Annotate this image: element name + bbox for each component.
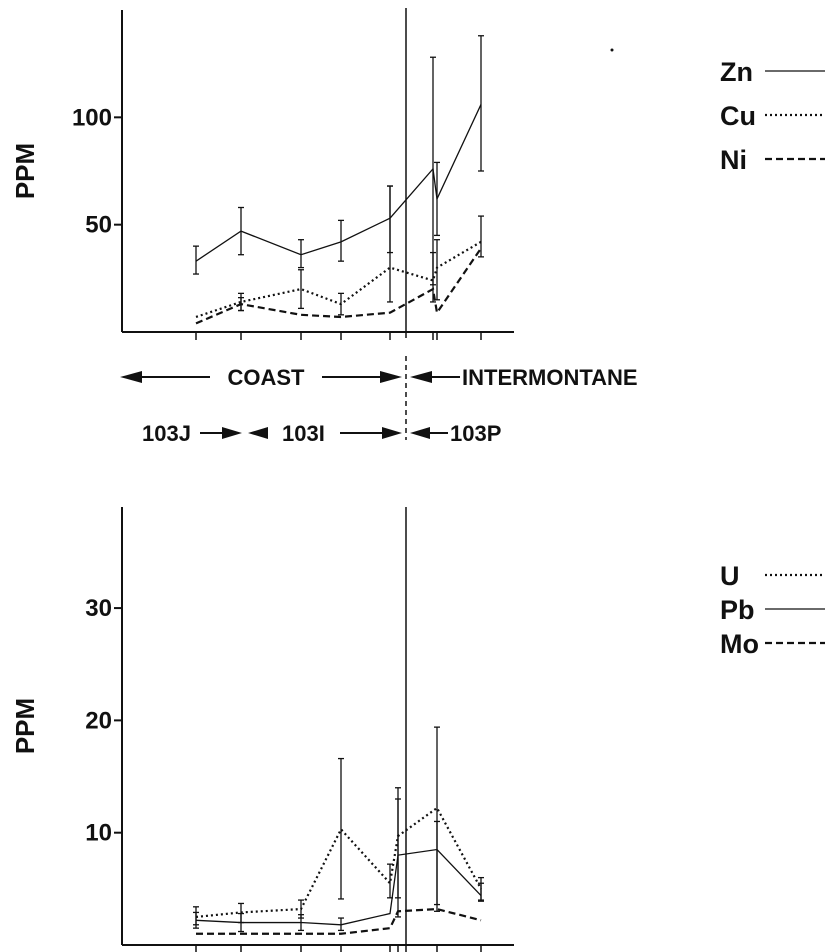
arrowhead [382,427,402,439]
legend-label-ni: Ni [720,145,747,175]
legend-label-zn: Zn [720,57,753,87]
series-mo-line [196,907,482,935]
y-tick-label: 50 [85,212,112,239]
legend-label-u: U [720,561,740,591]
mapsheet-label-103j: 103J [142,421,191,446]
y-tick-label: 10 [85,820,112,847]
legend-label-mo: Mo [720,629,759,659]
legend-label-pb: Pb [720,595,755,625]
arrowhead [120,371,142,383]
chart-panel-bottom: 10 20 30 PPM U Pb Mo [10,507,825,952]
mapsheet-label-103p: 103P [450,421,501,446]
arrowhead [222,427,242,439]
y-tick-label: 20 [85,707,112,734]
series-pb-line [195,848,482,926]
region-label-coast: COAST [228,365,306,390]
region-label-intermontane: INTERMONTANE [462,365,638,390]
legend-label-cu: Cu [720,101,756,131]
arrowhead [248,427,268,439]
stray-dot [610,48,614,52]
series-ni-line [195,247,482,325]
mapsheet-label-103i: 103I [282,421,325,446]
series-u-line [195,806,482,919]
y-axis-label: PPM [10,143,40,199]
series-zn-line [195,104,482,262]
y-axis-label: PPM [10,698,40,754]
y-tick-label: 100 [72,104,112,131]
y-tick-label: 30 [85,595,112,622]
chart-panel-top: 50 100 PPM Zn Cu Ni COAST INTERMONTANE 103J 103I 1… [10,8,825,446]
arrowhead [410,427,430,439]
arrowhead [380,371,402,383]
